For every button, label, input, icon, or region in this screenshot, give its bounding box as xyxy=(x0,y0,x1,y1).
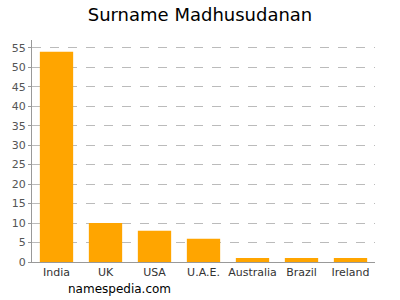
svg-text:35: 35 xyxy=(12,120,26,133)
svg-text:Brazil: Brazil xyxy=(286,266,317,279)
svg-text:UK: UK xyxy=(98,266,114,279)
svg-text:U.A.E.: U.A.E. xyxy=(187,266,220,279)
svg-text:55: 55 xyxy=(12,42,26,55)
svg-text:30: 30 xyxy=(12,139,26,152)
svg-text:Surname Madhusudanan: Surname Madhusudanan xyxy=(88,4,313,25)
svg-text:5: 5 xyxy=(19,236,26,249)
svg-text:Australia: Australia xyxy=(228,266,277,279)
svg-text:40: 40 xyxy=(12,100,26,113)
svg-text:45: 45 xyxy=(12,81,26,94)
svg-text:15: 15 xyxy=(12,197,26,210)
svg-text:25: 25 xyxy=(12,158,26,171)
svg-text:0: 0 xyxy=(19,256,26,269)
svg-text:10: 10 xyxy=(12,217,26,230)
svg-text:USA: USA xyxy=(143,266,166,279)
svg-text:50: 50 xyxy=(12,61,26,74)
svg-text:namespedia.com: namespedia.com xyxy=(68,282,171,296)
svg-text:Ireland: Ireland xyxy=(331,266,369,279)
svg-text:India: India xyxy=(43,266,70,279)
svg-text:20: 20 xyxy=(12,178,26,191)
